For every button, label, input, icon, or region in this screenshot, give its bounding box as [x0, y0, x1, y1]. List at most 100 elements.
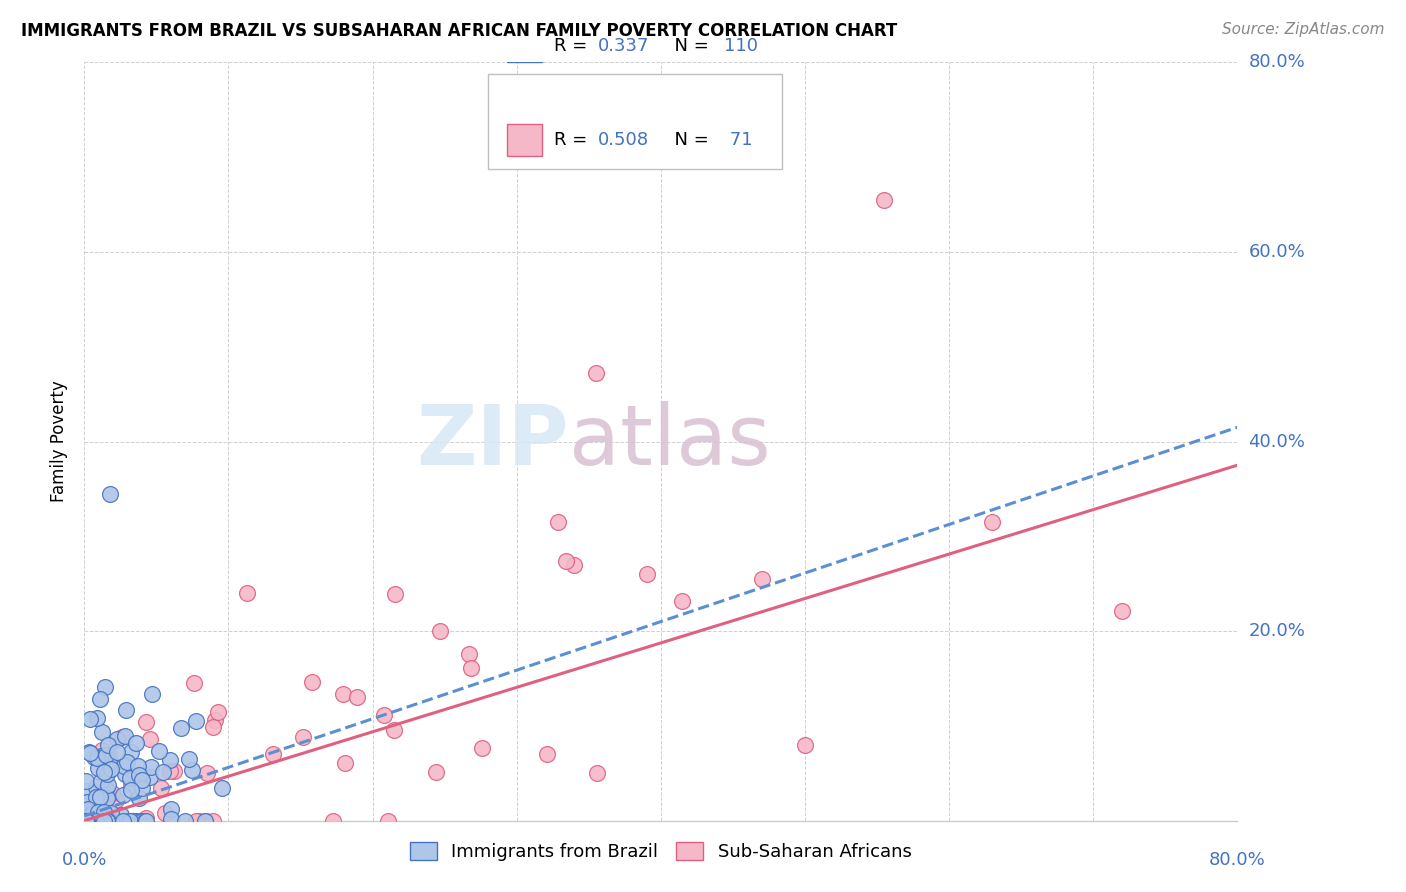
Point: [148, 744, 170, 758]
Point: [97, 738, 120, 752]
Point: [86, 814, 108, 828]
Point: [96, 814, 118, 828]
Point: [79, 712, 101, 726]
Point: [89, 814, 111, 828]
Point: [80, 814, 103, 828]
Point: [82, 814, 104, 828]
Point: [112, 759, 135, 773]
Point: [87, 814, 110, 828]
Point: [101, 814, 124, 828]
Point: [201, 720, 224, 734]
Point: [96, 790, 118, 805]
Point: [132, 814, 155, 828]
Point: [110, 807, 132, 822]
Point: [98, 814, 121, 828]
Point: [76, 784, 98, 798]
Point: [84, 814, 107, 828]
Point: [93, 765, 115, 780]
Point: [377, 814, 399, 828]
Point: [125, 736, 148, 750]
Point: [155, 806, 177, 821]
Point: [122, 814, 145, 828]
Point: [104, 814, 127, 828]
Text: 40.0%: 40.0%: [1249, 433, 1305, 450]
Point: [471, 741, 494, 756]
Point: [114, 729, 136, 743]
Text: 71: 71: [724, 131, 752, 149]
Point: [91, 802, 114, 816]
Point: [139, 770, 162, 784]
Point: [204, 713, 226, 727]
Point: [90, 814, 112, 828]
Point: [194, 814, 217, 828]
Point: [111, 788, 134, 802]
Point: [114, 766, 136, 780]
Point: [382, 723, 405, 737]
Point: [425, 764, 447, 779]
Point: [1111, 604, 1133, 618]
Point: [79, 745, 101, 759]
Text: 20.0%: 20.0%: [1249, 622, 1305, 640]
Text: R =: R =: [554, 37, 592, 55]
Point: [120, 771, 142, 785]
Point: [75, 796, 97, 810]
Point: [457, 648, 479, 662]
Point: [117, 755, 139, 769]
Point: [80, 814, 103, 828]
Point: [981, 515, 1004, 529]
Point: [127, 814, 149, 828]
Point: [211, 781, 233, 796]
Point: [135, 715, 157, 730]
Point: [236, 586, 259, 600]
Point: [301, 675, 323, 690]
Point: [195, 814, 218, 828]
Point: [112, 814, 135, 828]
Point: [111, 730, 134, 744]
Point: [115, 814, 138, 828]
Point: [183, 675, 205, 690]
Point: [160, 802, 183, 816]
Point: [195, 766, 218, 780]
Point: [384, 587, 406, 601]
Point: [207, 705, 229, 719]
Point: [100, 762, 122, 776]
Point: [97, 778, 120, 792]
Point: [139, 760, 162, 774]
Point: [536, 747, 558, 761]
Text: 110: 110: [724, 37, 758, 55]
Text: Source: ZipAtlas.com: Source: ZipAtlas.com: [1222, 22, 1385, 37]
Text: R =: R =: [554, 131, 592, 149]
Point: [124, 814, 146, 828]
Point: [373, 708, 395, 723]
Point: [96, 814, 118, 828]
Point: [105, 746, 128, 760]
Point: [429, 624, 451, 639]
Point: [135, 814, 157, 828]
Text: IMMIGRANTS FROM BRAZIL VS SUBSAHARAN AFRICAN FAMILY POVERTY CORRELATION CHART: IMMIGRANTS FROM BRAZIL VS SUBSAHARAN AFR…: [21, 22, 897, 40]
Point: [114, 702, 136, 716]
Text: 0.337: 0.337: [598, 37, 650, 55]
Text: 60.0%: 60.0%: [1249, 243, 1305, 261]
Point: [292, 730, 315, 744]
Point: [86, 750, 108, 764]
Point: [96, 767, 118, 781]
Point: [564, 558, 586, 572]
Point: [89, 789, 111, 804]
Point: [141, 687, 163, 701]
Y-axis label: Family Poverty: Family Poverty: [51, 381, 69, 502]
Point: [82, 805, 104, 820]
Point: [89, 691, 111, 706]
Point: [80, 814, 103, 828]
Point: [107, 814, 129, 828]
Point: [150, 780, 173, 795]
Point: [105, 731, 128, 746]
Point: [84, 780, 107, 795]
Point: [131, 814, 153, 828]
Point: [90, 749, 112, 764]
Point: [101, 814, 124, 828]
Point: [96, 814, 118, 828]
Point: [75, 814, 97, 828]
Point: [104, 814, 127, 828]
Point: [103, 814, 125, 828]
Point: [100, 806, 122, 821]
